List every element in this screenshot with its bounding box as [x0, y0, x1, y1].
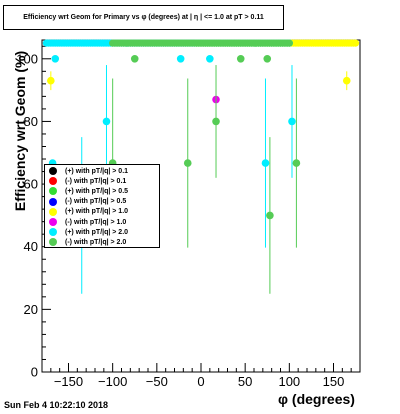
data-point: [176, 54, 185, 63]
legend-entry: (-) with pT/|q| > 1.0: [49, 217, 159, 227]
title-box: Efficiency wrt Geom for Primary vs φ (de…: [3, 5, 284, 30]
footer-timestamp: Sun Feb 4 10:22:10 2018: [4, 400, 109, 410]
x-axis-label: φ (degrees): [278, 391, 355, 407]
legend-entry: (-) with pT/|q| > 0.5: [49, 197, 159, 207]
data-point: [183, 159, 192, 167]
legend-entry: (+) with pT/|q| > 1.0: [49, 207, 159, 217]
legend-marker: [49, 207, 57, 216]
data-point: [212, 117, 220, 126]
legend-label: (-) with pT/|q| > 0.5: [65, 198, 127, 206]
band-marker: [351, 39, 360, 47]
legend: (+) with pT/|q| > 0.1 (-) with pT/|q| > 0…: [44, 164, 160, 248]
data-point: [263, 54, 272, 63]
x-tick-label: 0: [197, 374, 204, 389]
x-tick-label: 150: [323, 374, 345, 389]
data-point: [292, 159, 301, 167]
data-point: [342, 76, 351, 85]
legend-marker: [49, 228, 57, 237]
data-point: [102, 117, 111, 126]
legend-label: (-) with pT/|q| > 1.0: [65, 218, 127, 226]
x-tick-label: 50: [238, 374, 252, 389]
legend-marker: [49, 197, 57, 206]
legend-marker: [49, 238, 57, 247]
chart-title: Efficiency wrt Geom for Primary vs φ (de…: [23, 14, 264, 21]
legend-entry: (-) with pT/|q| > 0.1: [49, 176, 159, 186]
y-tick-label: 100: [16, 51, 38, 66]
data-marks: [42, 39, 360, 294]
y-tick-label: 0: [31, 365, 38, 380]
legend-marker: [49, 177, 57, 186]
legend-label: (-) with pT/|q| > 0.1: [65, 177, 127, 185]
data-point: [261, 159, 270, 167]
data-point: [236, 54, 245, 63]
data-point: [206, 54, 214, 63]
legend-label: (+) with pT/|q| > 1.0: [65, 208, 129, 216]
x-tick-label: −100: [98, 374, 127, 389]
y-tick-label: 40: [24, 239, 38, 254]
data-point: [130, 54, 139, 63]
legend-marker: [49, 218, 57, 227]
legend-marker: [49, 167, 57, 176]
y-tick-label: 60: [24, 177, 38, 192]
legend-marker: [49, 187, 57, 196]
data-point: [51, 54, 60, 63]
legend-label: (+) with pT/|q| > 2.0: [65, 228, 129, 236]
legend-label: (+) with pT/|q| > 0.5: [65, 187, 129, 195]
data-point: [266, 211, 274, 220]
legend-label: (+) with pT/|q| > 0.1: [65, 167, 129, 175]
y-tick-label: 80: [24, 114, 38, 129]
data-point: [288, 117, 296, 126]
legend-entry: (+) with pT/|q| > 0.1: [49, 166, 159, 176]
axes: −150 −100 −50 0 50 100 150 0 20 40 60 80 100: [16, 45, 352, 389]
band-marker: [285, 39, 293, 47]
legend-entry: (+) with pT/|q| > 2.0: [49, 227, 159, 237]
data-point: [47, 76, 55, 85]
legend-entry: (-) with pT/|q| > 2.0: [49, 237, 159, 247]
y-tick-label: 20: [24, 302, 38, 317]
x-tick-label: −50: [146, 374, 168, 389]
legend-entry: (+) with pT/|q| > 0.5: [49, 186, 159, 196]
x-tick-label: 100: [278, 374, 300, 389]
x-tick-label: −150: [54, 374, 83, 389]
y-axis-label: Efficiency wrt Geom (%): [12, 50, 28, 212]
legend-label: (-) with pT/|q| > 2.0: [65, 238, 127, 246]
